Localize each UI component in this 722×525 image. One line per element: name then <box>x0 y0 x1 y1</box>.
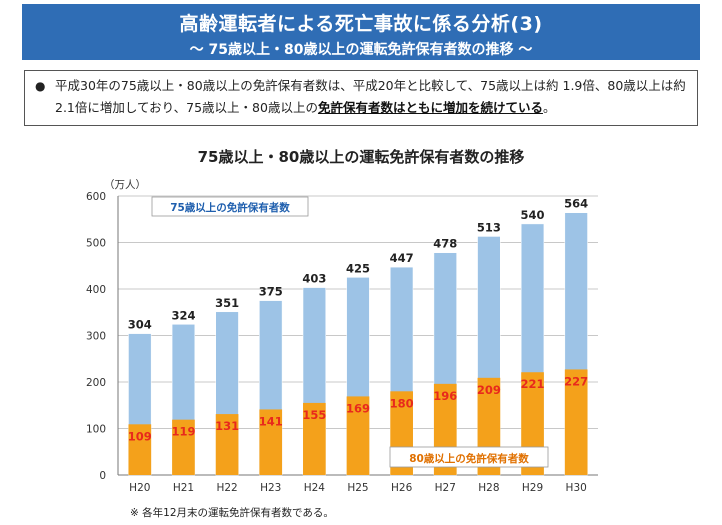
x-tick-label-H29: H29 <box>522 482 543 494</box>
bar-80-H22 <box>215 414 239 475</box>
value-label-80-H21: 119 <box>171 425 195 439</box>
bar-80-H20 <box>128 424 152 475</box>
footnote: ※ 各年12月末の運転免許保有者数である。 <box>130 507 334 519</box>
value-label-75-H30: 564 <box>564 197 588 211</box>
value-label-80-H24: 155 <box>302 408 326 422</box>
value-label-75-H27: 478 <box>433 237 457 251</box>
x-tick-label-H21: H21 <box>173 482 194 494</box>
value-label-80-H30: 227 <box>564 374 588 388</box>
y-tick-label: 600 <box>86 191 106 203</box>
value-label-75-H29: 540 <box>521 208 545 222</box>
note-text-a: 平成30年の75歳以上・80歳以上の免許保有者数は、平成20年と比較して、75歳… <box>55 78 686 115</box>
value-label-80-H26: 180 <box>390 396 414 410</box>
page-subtitle: ～ 75歳以上・80歳以上の運転免許保有者数の推移 ～ <box>189 42 533 58</box>
y-tick-label: 100 <box>86 424 106 436</box>
legend-80-label: 80歳以上の免許保有者数 <box>409 452 529 465</box>
x-tick-label-H23: H23 <box>260 482 281 494</box>
x-tick-label-H25: H25 <box>347 482 368 494</box>
note-text-emphasis: 免許保有者数はともに増加を続けている <box>317 100 543 115</box>
legend-75-label: 75歳以上の免許保有者数 <box>170 201 290 214</box>
bar-80-H24 <box>303 402 326 475</box>
bar-80-H30 <box>564 369 588 475</box>
x-tick-label-H27: H27 <box>435 482 456 494</box>
value-label-75-H20: 304 <box>128 318 152 332</box>
value-label-75-H23: 375 <box>259 285 283 299</box>
value-label-80-H29: 221 <box>521 377 545 391</box>
value-label-75-H28: 513 <box>477 220 501 234</box>
y-tick-label: 200 <box>86 377 106 389</box>
x-tick-label-H20: H20 <box>129 482 150 494</box>
x-tick-label-H26: H26 <box>391 482 413 494</box>
x-tick-label-H30: H30 <box>566 482 587 494</box>
bar-80-H21 <box>172 419 195 475</box>
y-unit-label: （万人） <box>104 179 146 191</box>
legend-80-box <box>389 446 549 468</box>
y-tick-label: 400 <box>86 284 106 296</box>
bullet-icon: ● <box>35 79 46 93</box>
summary-note: ● 平成30年の75歳以上・80歳以上の免許保有者数は、平成20年と比較して、7… <box>24 70 698 126</box>
chart-title: 75歳以上・80歳以上の運転免許保有者数の推移 <box>197 148 525 166</box>
page-title: 高齢運転者による死亡事故に係る分析(3) <box>179 13 543 35</box>
value-label-80-H28: 209 <box>477 383 501 397</box>
header-banner: 高齢運転者による死亡事故に係る分析(3) ～ 75歳以上・80歳以上の運転免許保… <box>22 4 700 60</box>
value-label-75-H26: 447 <box>390 251 414 265</box>
value-label-80-H22: 131 <box>215 419 239 433</box>
x-tick-label-H22: H22 <box>216 482 237 494</box>
value-label-75-H21: 324 <box>171 308 195 322</box>
value-label-80-H27: 196 <box>433 389 457 403</box>
x-tick-label-H24: H24 <box>304 482 326 494</box>
x-tick-label-H28: H28 <box>478 482 499 494</box>
value-label-80-H25: 169 <box>346 401 370 415</box>
y-tick-label: 0 <box>99 470 106 482</box>
note-text-b: 。 <box>542 100 556 115</box>
bar-80-H25 <box>346 396 370 475</box>
value-label-75-H24: 403 <box>302 272 326 286</box>
y-tick-label: 300 <box>86 331 106 343</box>
value-label-75-H22: 351 <box>215 296 239 310</box>
value-label-75-H25: 425 <box>346 261 370 275</box>
value-label-80-H20: 109 <box>128 429 152 443</box>
value-label-80-H23: 141 <box>259 414 283 428</box>
legend-75-box <box>151 196 309 217</box>
y-tick-label: 500 <box>86 238 106 250</box>
bar-80-H23 <box>259 409 283 475</box>
